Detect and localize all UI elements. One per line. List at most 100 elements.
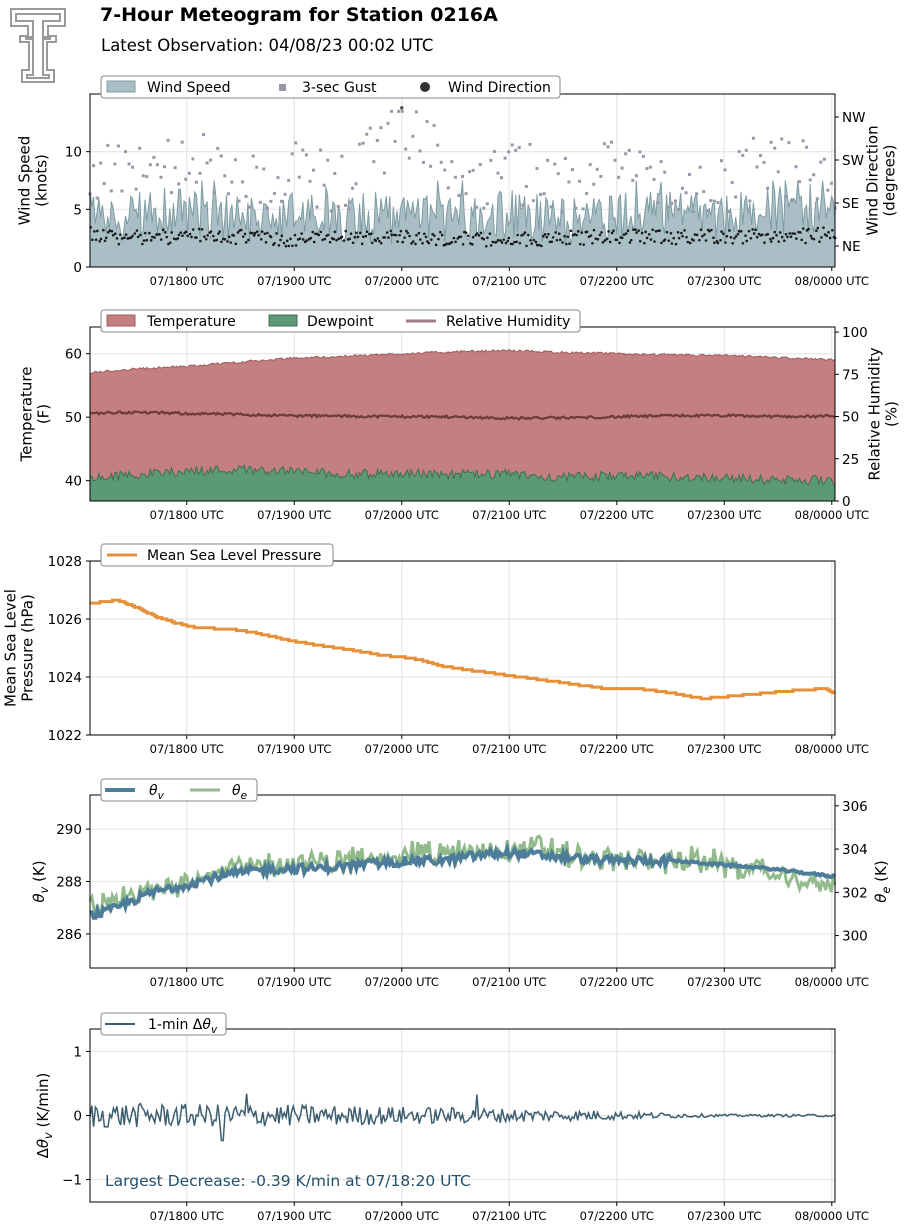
wind-direction-point [170,231,174,234]
gust-point [762,160,766,164]
gust-point [478,163,482,167]
gust-point [404,147,408,151]
wind-direction-point [167,242,170,246]
wind-direction-point [745,239,749,243]
wind-direction-point [212,239,216,242]
wind-direction-point [669,232,673,235]
gust-point [283,192,287,196]
gust-point [230,180,234,184]
wind-direction-point [260,230,264,233]
y-axis-label-line: (knots) [33,154,51,207]
wind-direction-point [605,237,609,241]
wind-direction-point [104,236,108,240]
wind-direction-point [733,236,736,240]
gust-point-max [400,106,404,110]
wind-direction-point [568,242,571,246]
wind-direction-point [681,234,684,238]
gust-point [691,210,695,214]
gust-point [712,199,716,203]
wind-direction-point [273,241,276,245]
wind-direction-point [624,232,628,235]
wind-direction-point [489,244,493,247]
wind-direction-point [637,229,640,232]
y-tick-label-right: 75 [842,367,859,383]
wind-direction-point [786,235,789,239]
gust-point [475,205,479,209]
gust-point [308,179,312,183]
y-tick-label: −1 [62,1173,82,1189]
wind-direction-point [789,235,793,238]
gust-point [641,154,645,158]
theta-subscript: e [241,790,247,802]
wind-direction-point [522,233,525,236]
wind-direction-point [751,228,754,231]
gust-point [336,205,340,209]
wind-direction-point [287,244,291,248]
gust-point [482,206,486,210]
gust-point [766,186,770,190]
gust-point [638,150,642,154]
wind-direction-point [815,229,818,233]
gust-point [759,154,762,158]
wind-direction-point [827,231,830,234]
wind-direction-point [142,239,146,242]
wind-direction-point [626,229,630,233]
y-tick-label: 50 [65,410,82,426]
wind-direction-point [356,235,360,239]
wind-direction-point [598,233,602,237]
gust-point [471,168,475,172]
wind-direction-point [654,229,658,233]
wind-direction-point [385,231,389,234]
wind-direction-point [115,237,119,240]
wind-direction-point [716,241,720,245]
wind-direction-point [340,235,344,239]
gust-point [123,150,127,154]
wind-direction-point [263,232,267,235]
wind-direction-point [812,237,816,241]
gust-point [134,187,138,191]
gust-point [783,195,787,199]
wind-direction-point [516,233,519,237]
wind-direction-point [731,242,734,245]
gust-point [418,149,422,153]
wind-direction-point [294,244,298,247]
wind-direction-point [634,228,637,231]
wind-direction-point [504,241,508,245]
wind-direction-point [161,228,165,232]
wind-direction-point [763,241,766,244]
wind-direction-point [773,230,777,234]
wind-direction-point [532,238,536,242]
wind-direction-point [151,235,154,239]
gust-point [549,205,553,209]
wind-direction-point [298,237,302,240]
gust-point [769,140,773,144]
wind-direction-point [645,236,649,240]
y-tick-label: 1028 [48,554,82,570]
gust-point [177,182,181,186]
wind-direction-point [615,238,619,242]
wind-direction-point [431,232,434,236]
gust-point [436,143,440,147]
wind-direction-point [720,230,723,233]
wind-direction-point [526,233,530,237]
wind-direction-point [179,231,183,234]
wind-direction-point [379,241,383,245]
theta-subscript: v [158,790,165,802]
legend-swatch [106,80,136,93]
gust-point [801,139,805,143]
gust-point [585,191,589,195]
double-t-logo-icon [10,8,66,83]
y-tick-label: 288 [56,875,82,891]
wind-direction-point [353,235,357,239]
gust-point [432,123,436,127]
wind-direction-point [251,231,254,235]
gust-point [248,205,252,209]
gust-point [716,200,720,204]
wind-direction-point [507,236,511,240]
wind-direction-point [534,240,538,244]
wind-direction-point [728,229,731,232]
wind-direction-point [822,226,825,229]
x-tick-label: 08/0000 UTC [795,1209,869,1223]
wind-direction-point [477,234,481,237]
axes-frame [89,794,836,969]
